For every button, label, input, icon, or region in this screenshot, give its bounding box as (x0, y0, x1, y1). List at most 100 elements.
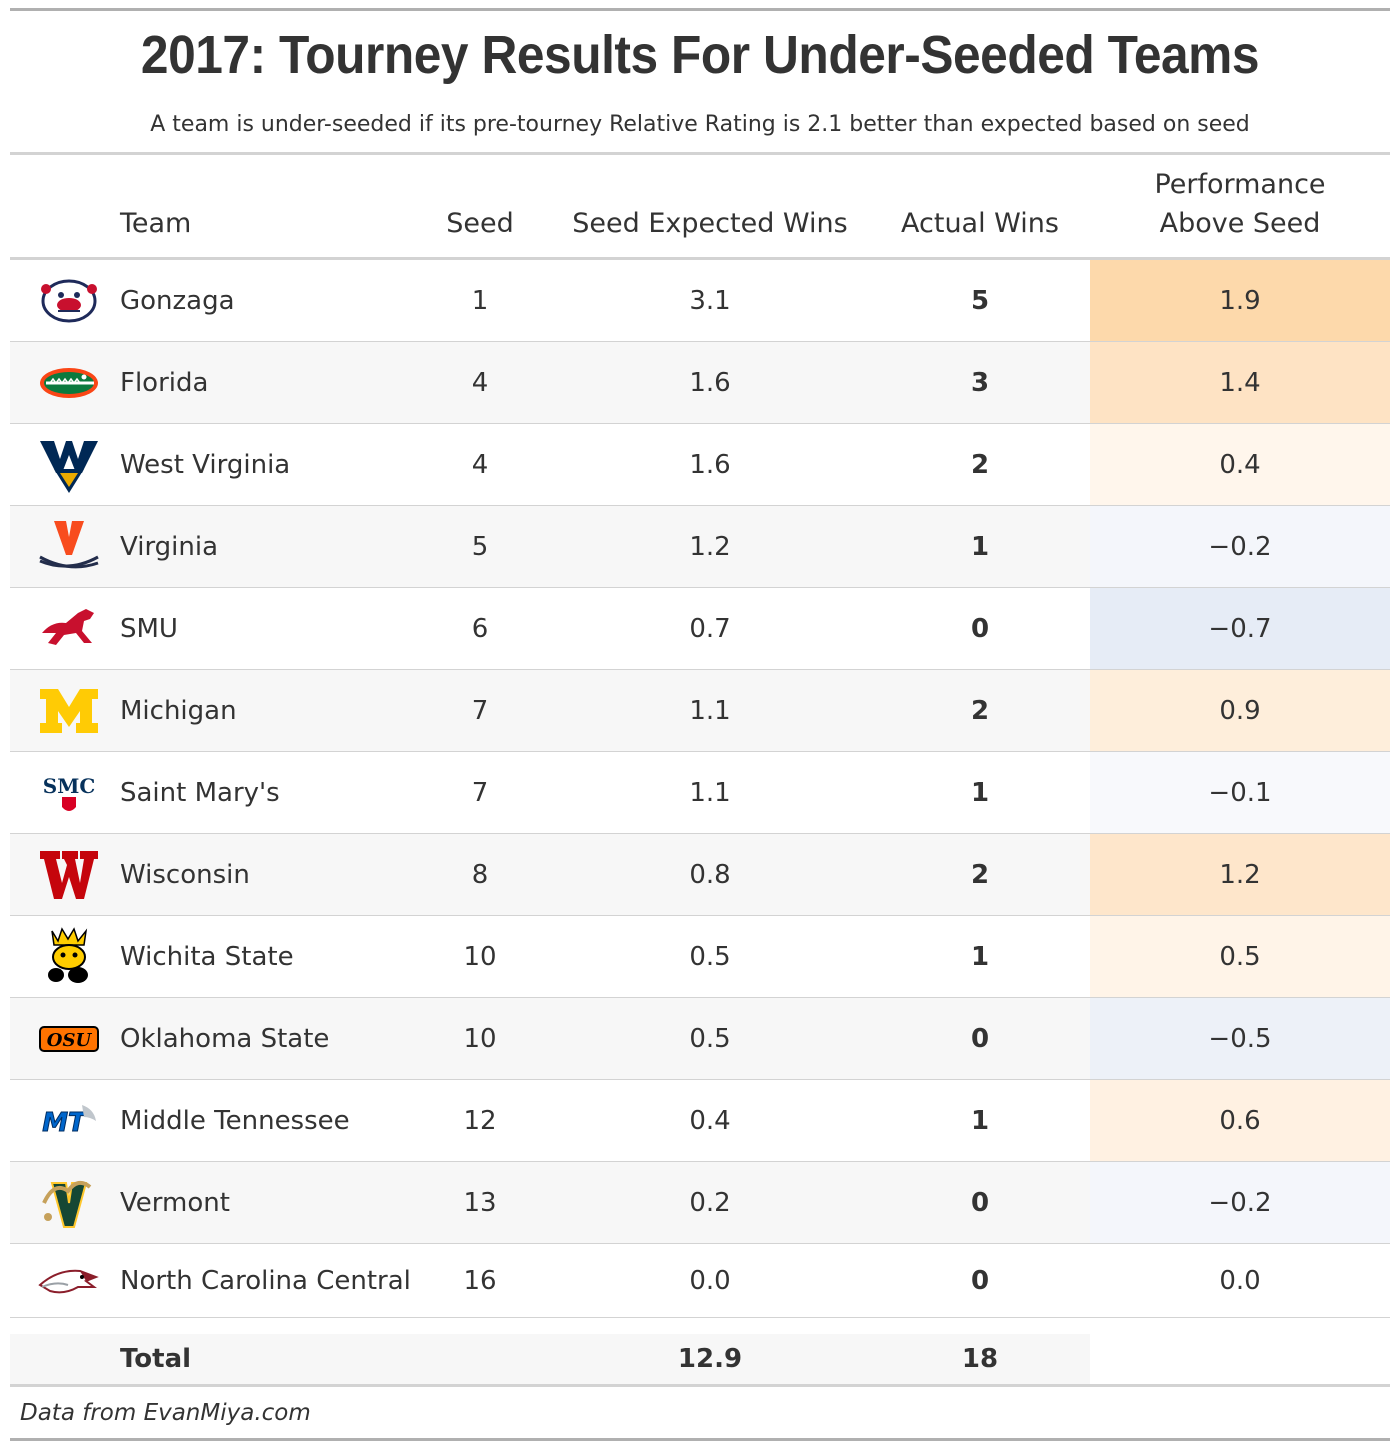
table-row: SMC Saint Mary's 7 1.1 1 −0.1 (10, 752, 1390, 834)
smu-mustang-logo (38, 599, 100, 659)
seed-value: 13 (463, 1187, 497, 1218)
expected-wins-value: 0.0 (689, 1265, 731, 1296)
seed-value: 5 (471, 531, 489, 562)
expected-wins-value: 1.6 (689, 367, 731, 398)
svg-text:OSU: OSU (47, 1030, 93, 1051)
column-header-performance-line2: Above Seed (1159, 208, 1321, 239)
actual-wins-value: 1 (970, 531, 990, 562)
team-name: Vermont (120, 1187, 230, 1218)
vermont-catamount-logo (38, 1173, 100, 1233)
expected-wins-value: 1.1 (689, 695, 731, 726)
actual-wins-value: 3 (970, 367, 990, 398)
bottom-rule (10, 1438, 1390, 1441)
performance-above-seed-value: 1.9 (1090, 260, 1390, 341)
expected-wins-value: 0.7 (689, 613, 731, 644)
actual-wins-value: 2 (970, 859, 990, 890)
actual-wins-value: 1 (970, 777, 990, 808)
table-row: MT Middle Tennessee 12 0.4 1 0.6 (10, 1080, 1390, 1162)
seed-value: 8 (471, 859, 489, 890)
table-row: SMU 6 0.7 0 −0.7 (10, 588, 1390, 670)
total-expected-wins: 12.9 (677, 1344, 743, 1374)
column-header-expected-wins: Seed Expected Wins (572, 208, 848, 239)
column-header-actual-wins: Actual Wins (901, 208, 1059, 239)
page-title: 2017: Tourney Results For Under-Seeded T… (140, 25, 1260, 85)
column-header-seed: Seed (446, 208, 514, 239)
middle-tennessee-mt-logo: MT (38, 1091, 100, 1151)
performance-above-seed-value: −0.5 (1090, 998, 1390, 1079)
seed-value: 7 (471, 695, 489, 726)
actual-wins-value: 2 (970, 695, 990, 726)
seed-value: 4 (471, 449, 489, 480)
expected-wins-value: 1.2 (689, 531, 731, 562)
actual-wins-value: 1 (970, 1105, 990, 1136)
virginia-v-sabres-logo (38, 517, 100, 577)
team-name: Florida (120, 367, 209, 398)
svg-text:SMC: SMC (43, 774, 96, 798)
svg-text:MT: MT (42, 1108, 88, 1138)
seed-value: 6 (471, 613, 489, 644)
actual-wins-value: 2 (970, 449, 990, 480)
performance-above-seed-value: 0.0 (1090, 1244, 1390, 1317)
team-name: West Virginia (120, 449, 291, 480)
actual-wins-value: 0 (970, 1023, 990, 1054)
table-row: Michigan 7 1.1 2 0.9 (10, 670, 1390, 752)
table-row: West Virginia 4 1.6 2 0.4 (10, 424, 1390, 506)
team-name: Oklahoma State (120, 1023, 330, 1054)
expected-wins-value: 1.6 (689, 449, 731, 480)
team-name: Wisconsin (120, 859, 250, 890)
seed-value: 16 (463, 1265, 497, 1296)
total-actual-wins: 18 (961, 1344, 999, 1374)
table-row: Virginia 5 1.2 1 −0.2 (10, 506, 1390, 588)
team-name: Gonzaga (120, 285, 235, 316)
table-row: OSU Oklahoma State 10 0.5 0 −0.5 (10, 998, 1390, 1080)
page-subtitle: A team is under-seeded if its pre-tourne… (150, 112, 1250, 137)
performance-above-seed-value: 1.2 (1090, 834, 1390, 915)
team-name: Wichita State (120, 941, 294, 972)
wichita-state-shocker-logo (38, 927, 100, 987)
actual-wins-value: 0 (970, 613, 990, 644)
performance-above-seed-value: −0.2 (1090, 506, 1390, 587)
team-name: Middle Tennessee (120, 1105, 350, 1136)
seed-value: 4 (471, 367, 489, 398)
column-header-team: Team (120, 208, 192, 239)
column-header-performance-line1: Performance (1154, 169, 1326, 200)
actual-wins-value: 1 (970, 941, 990, 972)
table-row: North Carolina Central 16 0.0 0 0.0 (10, 1244, 1390, 1318)
actual-wins-value: 0 (970, 1265, 990, 1296)
performance-above-seed-value: −0.7 (1090, 588, 1390, 669)
top-rule (10, 8, 1390, 11)
seed-value: 10 (463, 1023, 497, 1054)
actual-wins-value: 5 (970, 285, 990, 316)
nccu-eagle-logo (38, 1251, 100, 1311)
performance-above-seed-value: 0.4 (1090, 424, 1390, 505)
footer-rule (10, 1384, 1390, 1387)
seed-value: 1 (471, 285, 489, 316)
performance-above-seed-value: 0.6 (1090, 1080, 1390, 1161)
oklahoma-state-osu-logo: OSU (38, 1009, 100, 1069)
total-row: Total 12.9 18 (10, 1334, 1390, 1384)
total-label: Total (120, 1344, 192, 1374)
table-row: Vermont 13 0.2 0 −0.2 (10, 1162, 1390, 1244)
performance-above-seed-value: 0.9 (1090, 670, 1390, 751)
source-note: Data from EvanMiya.com (20, 1400, 311, 1426)
west-virginia-wv-logo (38, 435, 100, 495)
expected-wins-value: 0.8 (689, 859, 731, 890)
expected-wins-value: 0.4 (689, 1105, 731, 1136)
expected-wins-value: 3.1 (689, 285, 731, 316)
performance-above-seed-value: −0.2 (1090, 1162, 1390, 1243)
table-row: Florida 4 1.6 3 1.4 (10, 342, 1390, 424)
team-name: North Carolina Central (120, 1265, 411, 1296)
expected-wins-value: 0.5 (689, 1023, 731, 1054)
total-row-background (10, 1334, 1090, 1384)
column-header-rule (10, 257, 1390, 260)
header-rule (10, 152, 1390, 155)
table-row: Wisconsin 8 0.8 2 1.2 (10, 834, 1390, 916)
seed-value: 12 (463, 1105, 497, 1136)
seed-value: 7 (471, 777, 489, 808)
performance-above-seed-value: −0.1 (1090, 752, 1390, 833)
team-name: Virginia (120, 531, 219, 562)
seed-value: 10 (463, 941, 497, 972)
actual-wins-value: 0 (970, 1187, 990, 1218)
expected-wins-value: 1.1 (689, 777, 731, 808)
performance-above-seed-value: 0.5 (1090, 916, 1390, 997)
